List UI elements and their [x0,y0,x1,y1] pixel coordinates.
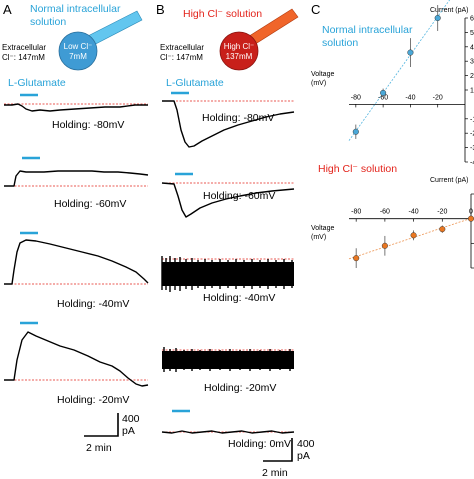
panel-b-extracellular-line2: Cl⁻: 147mM [160,53,203,62]
panel-a-extracellular-line2: Cl⁻: 147mM [2,53,45,62]
chart1-plot: -80 -60 -40 -20 -400 -300 -200 -100 100 200 300 400… [348,0,474,167]
data-point [407,49,414,56]
data-point [467,215,474,222]
current-trace-a-40 [4,239,149,285]
holding-label: Holding: -60mV [54,198,126,210]
current-trace-a-80 [4,103,148,112]
current-trace-b-0 [161,430,295,434]
holding-label: Holding: -20mV [57,394,129,406]
current-trace-a-20 [4,331,149,387]
panel-b-glutamate-label: L-Glutamate [166,77,224,89]
scale-y-unit: pA [122,425,135,437]
x-tick-label: -60 [380,209,390,216]
current-trace-b-40 [161,256,293,292]
panel-b-pipette-label-line1: High Cl⁻ [224,42,254,51]
holding-label: Holding: -40mV [203,292,275,304]
x-tick-label: -80 [351,209,361,216]
scale-y-value: 400 [297,438,315,450]
holding-label: Holding: -40mV [57,298,129,310]
chart1-ylabel: Current (pA) [430,7,469,14]
data-point [434,14,441,22]
scale-bar [263,438,293,462]
chart2-xlabel-line2: (mV) [311,234,326,241]
y-tick-label: 500 [470,30,474,37]
panel-c-label: C [311,2,320,17]
data-point [352,128,359,135]
scale-y-unit: pA [297,450,310,462]
y-tick-label: 600 [470,16,474,23]
y-tick-label: -300 [470,145,474,152]
scale-bar [84,413,119,437]
panel-b-extracellular-line1: Extracellular [160,43,204,52]
y-tick-label: 400 [470,44,474,51]
panel-b-cell-icon [219,31,259,71]
chart2-xlabel-line1: Voltage [311,225,334,232]
y-tick-label: 300 [470,59,474,66]
y-tick-label: 100 [470,88,474,95]
panel-a-pipette-label-line2: 7mM [69,52,87,61]
holding-label: Holding: -60mV [203,190,275,202]
panel-a-pipette-label-line1: Low Cl⁻ [64,42,93,51]
data-point [353,255,360,262]
panel-a-label: A [3,2,12,17]
x-tick-label: 0 [469,209,473,216]
data-point [439,226,446,233]
panel-a-glutamate-label: L-Glutamate [8,77,66,89]
panel-a-solution-title-line2: solution [30,16,66,28]
holding-label: Holding: -80mV [52,119,124,131]
chart1-title-line2: solution [322,37,358,49]
chart2-title: High Cl⁻ solution [318,163,397,175]
data-point [410,232,417,239]
chart2-plot: -80-60-40-200-400-200200 [348,193,474,269]
holding-label: Holding: -20mV [204,382,276,394]
x-tick-label: -40 [405,94,415,101]
panel-a-extracellular-line1: Extracellular [2,43,46,52]
scale-y-value: 400 [122,413,140,425]
panel-b-pipette-label-line2: 137mM [226,52,253,61]
current-trace-b-20 [163,347,291,372]
holding-label: Holding: -80mV [202,112,274,124]
fit-line [348,0,451,141]
x-tick-label: -60 [378,94,388,101]
x-tick-label: -20 [437,209,447,216]
scale-x-label: 2 min [86,442,112,454]
data-point [381,242,388,249]
panel-b-label: B [156,2,165,17]
current-trace-b-80 [162,100,295,148]
y-tick-label: -400 [470,160,474,167]
data-point [380,89,387,96]
current-trace-a-60 [4,170,149,187]
chart2-ylabel: Current (pA) [430,177,469,184]
y-tick-label: 200 [470,73,474,80]
panel-b-solution-title: High Cl⁻ solution [183,8,262,20]
x-tick-label: -20 [433,94,443,101]
panel-a-solution-title-line1: Normal intracellular [30,3,121,15]
current-trace-b-20-band [162,351,294,369]
fit-line [348,217,472,260]
y-tick-label: -100 [470,116,474,123]
chart1-title-line1: Normal intracellular [322,24,413,36]
current-trace-b-60 [161,182,295,218]
chart1-xlabel-line2: (mV) [311,80,326,87]
chart1-xlabel-line1: Voltage [311,71,334,78]
x-tick-label: -80 [351,94,361,101]
x-tick-label: -40 [409,209,419,216]
holding-label: Holding: 0mV [228,438,291,450]
panel-a-cell-icon [58,31,98,71]
scale-x-label: 2 min [262,467,288,479]
y-tick-label: -200 [470,131,474,138]
